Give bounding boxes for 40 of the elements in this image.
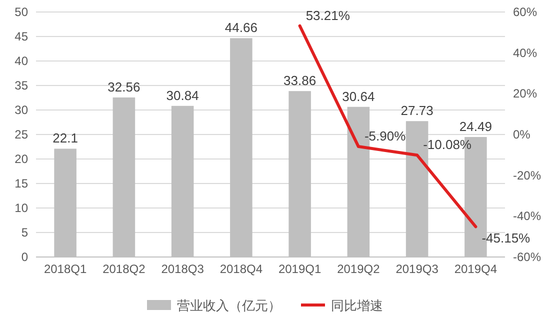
data-label: 33.86 xyxy=(284,73,316,88)
data-label: 53.21% xyxy=(306,8,350,23)
y-tick-label: 5 xyxy=(21,226,28,240)
x-tick-label: 2019Q4 xyxy=(454,262,498,276)
x-tick-label: 2018Q1 xyxy=(44,262,87,276)
data-label: 24.49 xyxy=(459,119,492,134)
y-tick-label: 25 xyxy=(14,128,28,142)
legend-label: 营业收入（亿元） xyxy=(177,298,281,313)
data-label: 30.64 xyxy=(342,88,375,104)
y2-tick-label: -40% xyxy=(513,209,542,224)
data-label: -5.90% xyxy=(364,128,406,144)
y2-tick-label: 40% xyxy=(513,46,538,60)
data-label: -45.15% xyxy=(482,230,531,246)
x-tick-label: 2019Q3 xyxy=(396,262,439,276)
x-tick-label: 2018Q4 xyxy=(220,262,263,276)
data-label: 22.1 xyxy=(52,130,78,146)
data-label: 44.66 xyxy=(224,20,258,36)
y-tick-label: 0 xyxy=(21,250,28,264)
data-label: 30.84 xyxy=(166,88,199,103)
data-label: 32.56 xyxy=(108,79,140,94)
y-tick-label: 20 xyxy=(14,152,28,166)
x-tick-label: 2019Q2 xyxy=(337,262,380,276)
y-tick-label: 40 xyxy=(14,54,28,68)
data-label: 27.73 xyxy=(400,103,434,118)
y2-tick-label: -60% xyxy=(513,250,542,264)
y-tick-label: 30 xyxy=(14,103,28,117)
y2-tick-label: 20% xyxy=(513,86,538,101)
legend-label: 同比增速 xyxy=(331,298,383,313)
y-tick-label: 10 xyxy=(14,201,28,215)
y-tick-label: 45 xyxy=(14,30,28,44)
x-tick-label: 2019Q1 xyxy=(278,262,322,276)
x-tick-label: 2018Q2 xyxy=(102,262,146,276)
y2-tick-label: 60% xyxy=(513,5,538,19)
data-label: -10.08% xyxy=(423,137,472,152)
y-tick-label: 50 xyxy=(14,5,28,19)
x-tick-label: 2018Q3 xyxy=(161,262,204,276)
y2-tick-label: 0% xyxy=(513,128,531,142)
y2-tick-label: -20% xyxy=(513,168,542,182)
y-tick-label: 35 xyxy=(14,78,28,92)
y-tick-label: 15 xyxy=(14,176,28,190)
